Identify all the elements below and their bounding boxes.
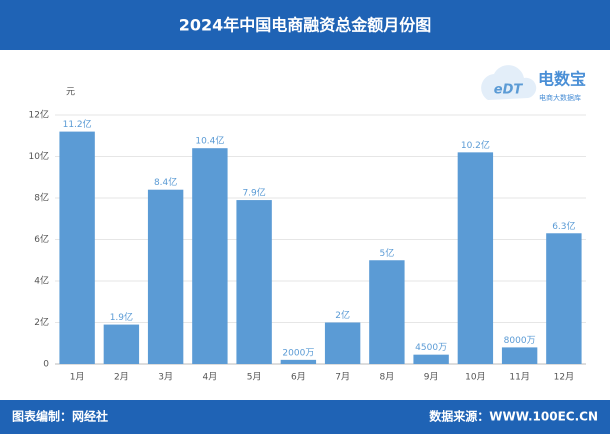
bar xyxy=(324,322,361,364)
bar xyxy=(236,200,272,364)
bar xyxy=(369,260,405,364)
header-bar xyxy=(0,0,610,50)
x-tick-label: 2月 xyxy=(114,372,129,383)
value-label: 2亿 xyxy=(335,309,350,321)
x-tick-label: 9月 xyxy=(424,372,439,383)
y-unit-label: 元 xyxy=(66,88,75,98)
value-label: 11.2亿 xyxy=(63,118,92,130)
y-tick-label: 2亿 xyxy=(34,316,49,328)
value-label: 2000万 xyxy=(282,348,314,358)
bar xyxy=(457,152,494,364)
value-label: 6.3亿 xyxy=(552,220,575,232)
value-label: 7.9亿 xyxy=(242,187,265,199)
y-tick-label: 8亿 xyxy=(34,192,49,204)
x-tick-label: 8月 xyxy=(380,372,395,383)
x-tick-label: 3月 xyxy=(158,372,173,383)
value-label: 10.4亿 xyxy=(195,135,224,147)
x-tick-label: 5月 xyxy=(247,372,262,383)
x-tick-label: 11月 xyxy=(509,372,529,383)
bar xyxy=(413,354,449,364)
chart-title: 2024年中国电商融资总金额月份图 xyxy=(179,16,432,35)
y-tick-label: 4亿 xyxy=(34,275,49,287)
logo-cloud xyxy=(481,65,537,100)
bar xyxy=(501,347,538,364)
value-label: 4500万 xyxy=(415,343,447,353)
x-tick-label: 12月 xyxy=(554,372,574,383)
value-label: 5亿 xyxy=(380,247,395,259)
footer-left: 图表编制：网经社 xyxy=(12,409,108,424)
logo-mark: eDT xyxy=(494,83,524,98)
x-tick-label: 6月 xyxy=(291,372,306,383)
logo-name: 电数宝 xyxy=(538,70,586,89)
y-tick-label: 0 xyxy=(43,360,49,370)
footer-right: 数据来源：WWW.100EC.CN xyxy=(429,409,598,424)
logo: eDT 电数宝 电商大数据库 xyxy=(481,65,586,102)
y-tick-label: 6亿 xyxy=(34,233,49,245)
y-tick-label: 10亿 xyxy=(29,150,49,162)
bar xyxy=(192,148,228,364)
bar xyxy=(59,131,95,364)
footer-bar xyxy=(0,400,610,434)
x-tick-label: 1月 xyxy=(70,372,85,383)
bar xyxy=(103,324,140,364)
x-tick-label: 10月 xyxy=(465,372,485,383)
value-label: 8000万 xyxy=(504,336,536,346)
bar xyxy=(546,233,582,364)
y-tick-label: 12亿 xyxy=(29,109,49,121)
value-label: 1.9亿 xyxy=(110,311,133,323)
bar xyxy=(280,359,317,364)
bar xyxy=(147,189,184,364)
value-label: 10.2亿 xyxy=(461,139,490,151)
logo-tagline: 电商大数据库 xyxy=(539,93,581,102)
x-tick-label: 7月 xyxy=(335,372,350,383)
x-tick-label: 4月 xyxy=(203,372,218,383)
value-label: 8.4亿 xyxy=(154,176,177,188)
